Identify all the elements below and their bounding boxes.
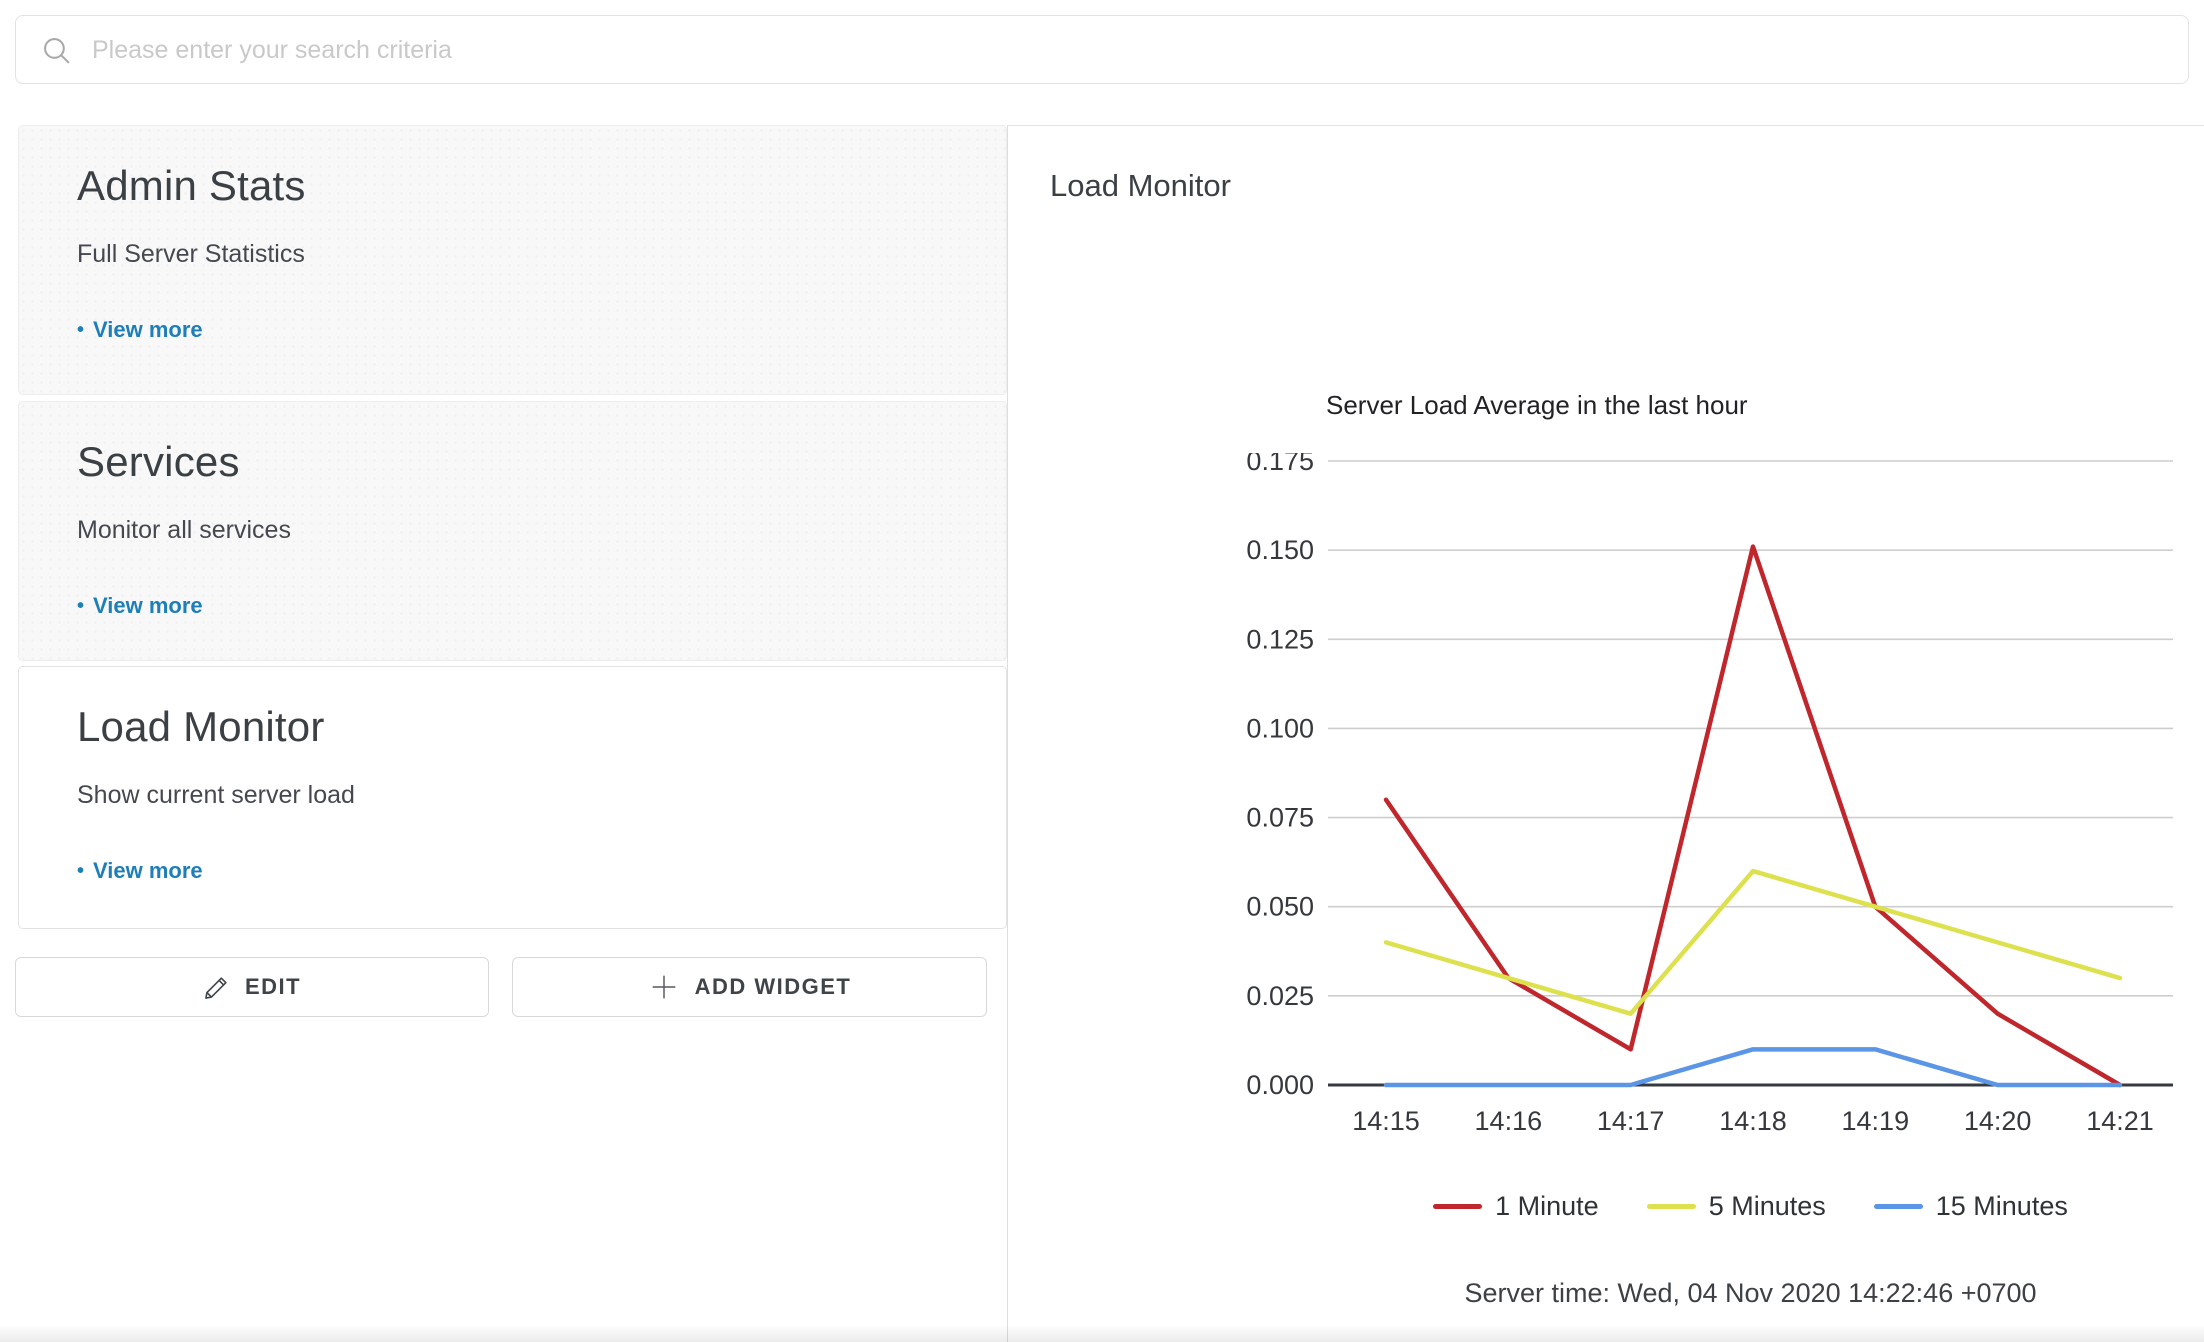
card-title: Admin Stats [77,162,306,209]
chart-legend: 1 Minute 5 Minutes 15 Minutes [1328,1184,2173,1228]
legend-swatch [1873,1203,1923,1209]
add-widget-label: ADD WIDGET [694,974,852,999]
svg-text:14:19: 14:19 [1842,1106,1910,1136]
edit-button[interactable]: EDIT [15,957,489,1017]
view-more-label: View more [93,593,203,618]
page-title: Load Monitor [1050,168,1231,203]
legend-swatch [1433,1203,1483,1209]
card-subtitle: Full Server Statistics [77,240,305,268]
widget-card-services: Services Monitor all services • View mor… [18,401,1007,661]
svg-text:0.025: 0.025 [1246,981,1314,1011]
svg-text:0.150: 0.150 [1246,535,1314,565]
legend-swatch [1646,1203,1696,1209]
svg-text:14:16: 14:16 [1475,1106,1543,1136]
svg-text:14:18: 14:18 [1719,1106,1787,1136]
svg-text:14:17: 14:17 [1597,1106,1665,1136]
legend-item-15-minutes: 15 Minutes [1873,1190,2068,1222]
svg-text:0.125: 0.125 [1246,624,1314,654]
svg-text:0.050: 0.050 [1246,892,1314,922]
add-widget-button[interactable]: ADD WIDGET [512,957,987,1017]
svg-text:14:15: 14:15 [1352,1106,1420,1136]
search-icon [44,38,70,64]
card-title: Services [77,438,240,485]
view-more-link[interactable]: • View more [77,593,203,619]
legend-label: 1 Minute [1495,1190,1599,1221]
card-title: Load Monitor [77,703,325,750]
legend-item-5-minutes: 5 Minutes [1646,1190,1826,1222]
legend-item-1-minute: 1 Minute [1433,1191,1599,1222]
svg-text:0.000: 0.000 [1246,1070,1314,1100]
view-more-label: View more [93,858,203,883]
search-bar [15,15,2189,85]
view-more-label: View more [93,317,203,342]
svg-text:14:20: 14:20 [1964,1106,2032,1136]
widget-card-admin-stats: Admin Stats Full Server Statistics • Vie… [18,125,1007,395]
widget-card-load-monitor: Load Monitor Show current server load • … [18,666,1007,929]
bullet-icon: • [77,859,85,882]
server-time: Server time: Wed, 04 Nov 2020 14:22:46 +… [1464,1278,2037,1308]
plus-icon [652,975,675,999]
chart-title: Server Load Average in the last hour [1326,390,1748,420]
search-input[interactable] [90,16,2174,85]
svg-text:0.075: 0.075 [1246,803,1314,833]
view-more-link[interactable]: • View more [77,317,203,343]
legend-label: 5 Minutes [1708,1190,1826,1221]
legend-label: 15 Minutes [1935,1190,2068,1221]
card-subtitle: Show current server load [77,781,355,809]
bullet-icon: • [77,318,85,341]
svg-text:14:21: 14:21 [2086,1106,2154,1136]
main-panel: Load Monitor Server Load Average in the … [1007,125,2204,1342]
svg-text:0.175: 0.175 [1246,453,1314,476]
edit-label: EDIT [244,974,302,999]
svg-text:0.100: 0.100 [1246,713,1314,743]
card-subtitle: Monitor all services [77,516,291,544]
view-more-link[interactable]: • View more [77,858,203,884]
bullet-icon: • [77,594,85,617]
load-average-chart: 0.000 0.025 0.050 0.075 0.100 0.125 0.150 0.175… [1246,453,2173,1136]
pencil-icon [205,976,227,999]
